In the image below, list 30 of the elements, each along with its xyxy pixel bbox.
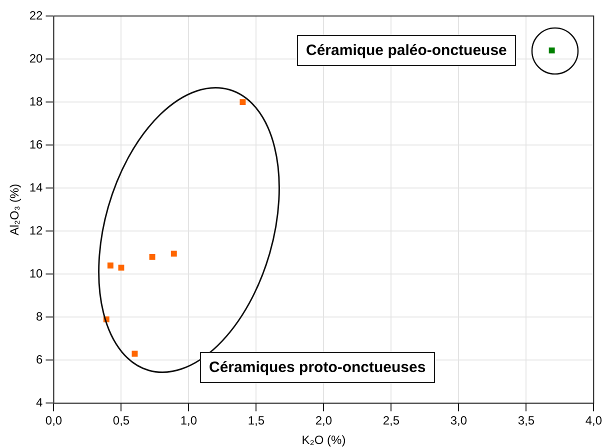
y-tick-label: 22 xyxy=(29,8,44,22)
x-tick-label: 3,0 xyxy=(450,414,468,428)
x-tick-label: 1,5 xyxy=(248,414,265,428)
y-tick-label: 14 xyxy=(29,180,44,194)
y-tick-label: 12 xyxy=(29,223,44,238)
annotation: Céramiques proto-onctueuses xyxy=(200,352,435,383)
y-tick-label: 10 xyxy=(29,266,44,280)
point xyxy=(118,264,124,271)
y-tick-label: 16 xyxy=(29,137,44,152)
point xyxy=(107,262,114,269)
point xyxy=(240,99,246,106)
x-tick-label: 0,0 xyxy=(45,414,62,428)
y-tick-label: 6 xyxy=(36,352,44,366)
annotation: Céramique paléo-onctueuse xyxy=(297,35,516,66)
x-tick-label: 3,5 xyxy=(518,414,535,428)
x-tick-label: 0,5 xyxy=(112,414,130,428)
point xyxy=(149,254,156,260)
x-tick-label: 2,0 xyxy=(315,414,332,428)
x-axis-title: K₂O (%) xyxy=(302,433,346,448)
y-tick-label: 18 xyxy=(29,94,44,108)
x-tick-label: 2,5 xyxy=(382,414,400,428)
y-tick-label: 4 xyxy=(36,396,44,410)
y-axis-title: Al₂O₃ (%) xyxy=(8,184,22,236)
y-tick-label: 20 xyxy=(29,51,44,66)
point xyxy=(132,350,138,357)
y-tick-label: 8 xyxy=(36,309,44,324)
point xyxy=(548,47,555,54)
point xyxy=(170,250,177,257)
x-tick-label: 4,0 xyxy=(585,414,602,428)
x-tick-label: 1,0 xyxy=(180,414,198,428)
